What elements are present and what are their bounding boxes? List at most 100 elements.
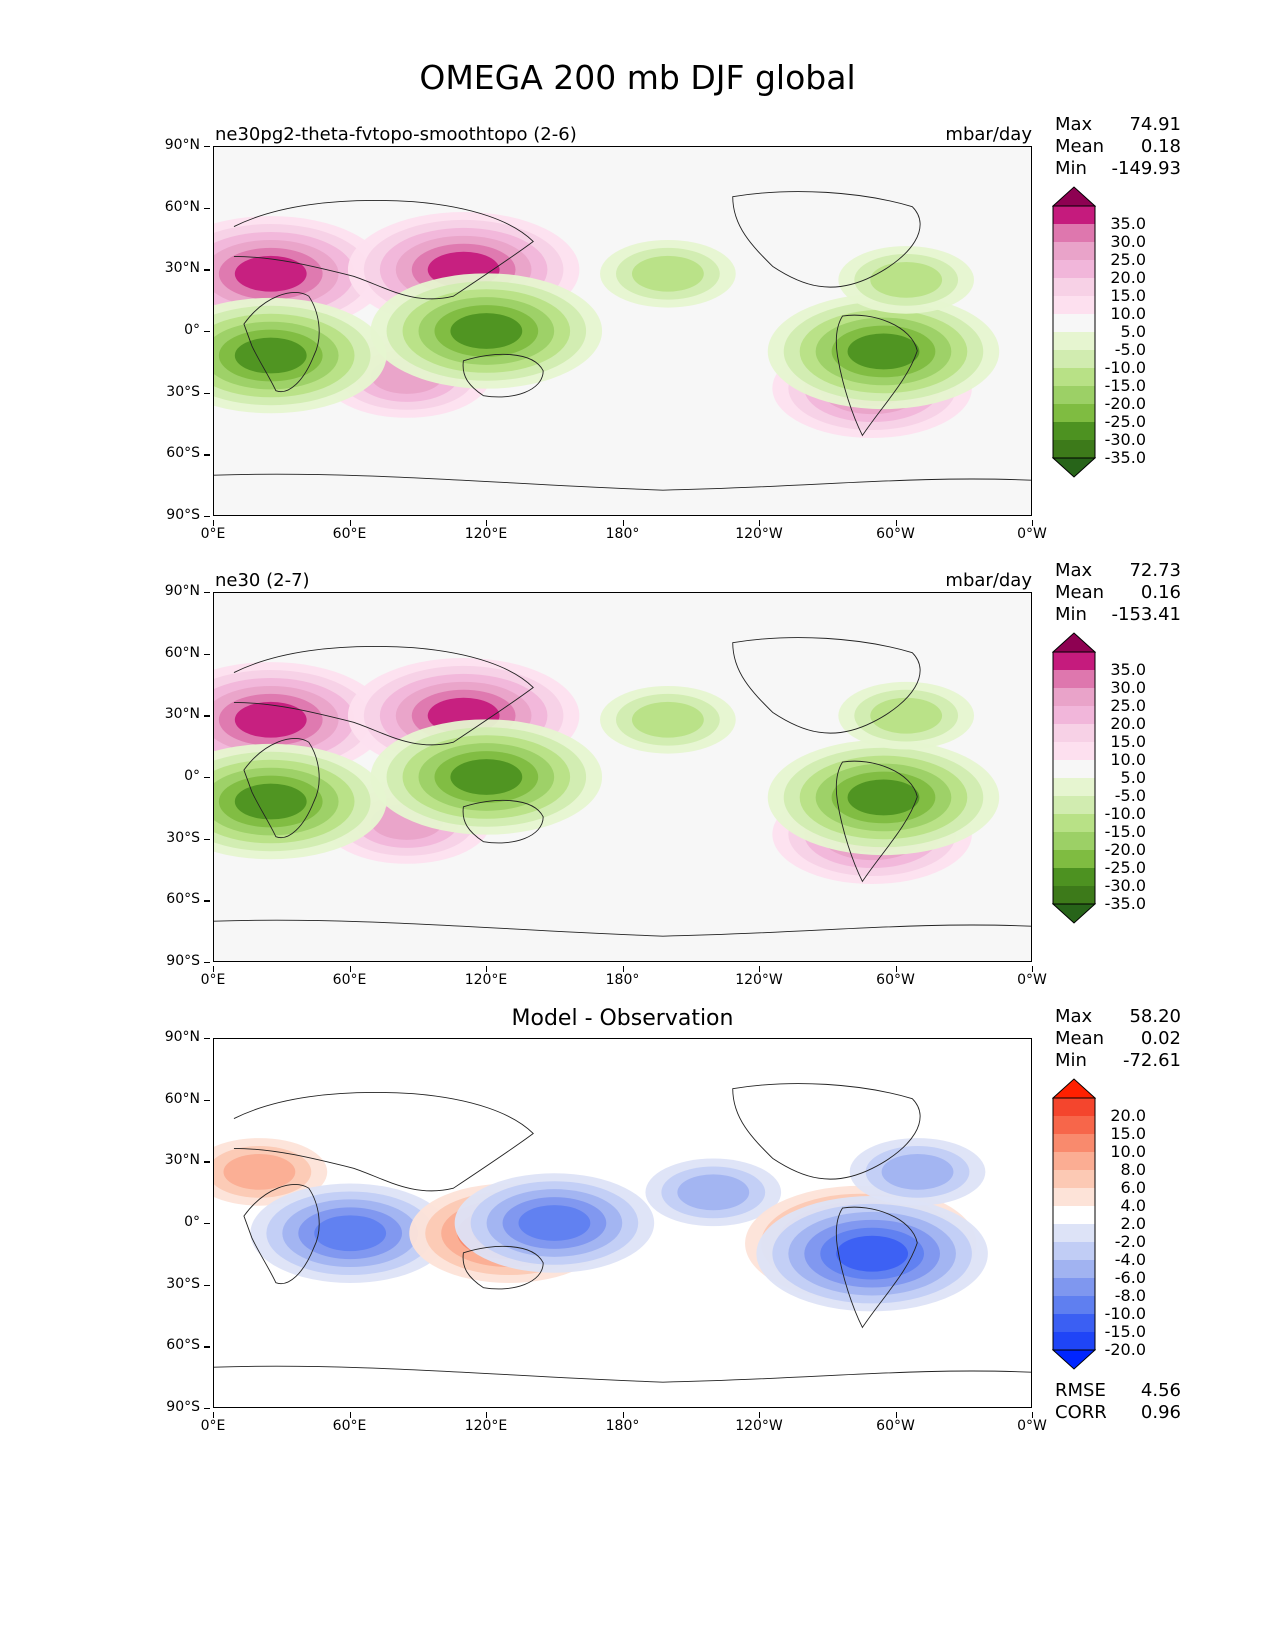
colorbar-tick-label: 25.0: [1110, 696, 1146, 715]
colorbar-tick-label: 30.0: [1110, 232, 1146, 251]
coastline: [233, 200, 534, 300]
x-tick-label: 60°W: [866, 966, 926, 988]
colorbar-segment: [1053, 386, 1095, 405]
y-tick-label: 30°N: [140, 1152, 210, 1168]
map-panel-2: ne30 (2-7) mbar/day 90°N 60°N 30°N 0° 30°S 60°S…: [0, 560, 1275, 1030]
colorbar-segment: [1053, 1116, 1095, 1135]
stat-row: Min -149.93: [1055, 158, 1181, 180]
stat-value: 0.96: [1140, 1402, 1181, 1423]
y-tick-label: 90°N: [140, 137, 210, 153]
colorbar-extend-max: [1052, 186, 1096, 207]
units-label: mbar/day: [945, 124, 1032, 145]
colorbar-labels: 35.0 30.0 25.0 20.0 15.0 10.0 5.0 -5.0 -10.0 -15.…: [1100, 661, 1146, 913]
colorbar-segment: [1053, 368, 1095, 387]
field-contour: [223, 1153, 296, 1190]
colorbar-segment: [1053, 1134, 1095, 1153]
field-contour: [450, 313, 523, 349]
colorbar-segment: [1053, 1206, 1095, 1225]
colorbar-tick-label: 2.0: [1120, 1214, 1146, 1233]
colorbar-segment: [1053, 440, 1095, 459]
colorbar-tick-label: -10.0: [1104, 804, 1146, 823]
stat-value: 4.56: [1140, 1380, 1181, 1401]
colorbar-segment: [1053, 224, 1095, 243]
stat-value: -149.93: [1111, 158, 1181, 179]
coastline: [835, 1206, 918, 1329]
colorbar-frame: [1052, 1097, 1096, 1351]
y-tick-label: 30°S: [140, 830, 210, 846]
colorbar-segment: [1053, 404, 1095, 423]
coastline: [243, 738, 320, 839]
x-tick-label: 60°W: [866, 520, 926, 542]
field-contour: [631, 701, 704, 738]
field-contour: [847, 779, 920, 816]
stat-row: Min -72.61: [1055, 1050, 1181, 1072]
x-tick-label: 120°E: [456, 520, 516, 542]
x-tick-label: 120°W: [729, 966, 789, 988]
stat-value: 0.02: [1140, 1028, 1181, 1049]
colorbar-frame: [1052, 205, 1096, 459]
error-stats: RMSE 4.56 CORR 0.96: [1055, 1380, 1181, 1424]
stat-label: Max: [1055, 114, 1093, 135]
colorbar: [1052, 186, 1096, 478]
colorbar-segment: [1053, 742, 1095, 761]
colorbar-tick-label: -6.0: [1114, 1268, 1146, 1287]
colorbar-extend-max: [1052, 1078, 1096, 1099]
colorbar-tick-label: -30.0: [1104, 430, 1146, 449]
coastline: [732, 191, 921, 288]
colorbar-tick-label: -5.0: [1114, 786, 1146, 805]
colorbar-tick-label: 10.0: [1110, 304, 1146, 323]
colorbar-tick-label: -2.0: [1114, 1232, 1146, 1251]
summary-stats: Max 74.91 Mean 0.18 Min -149.93: [1055, 114, 1181, 180]
field-contour: [234, 783, 307, 820]
panel-title: ne30pg2-theta-fvtopo-smoothtopo (2-6): [215, 124, 577, 145]
stat-row: Max 74.91: [1055, 114, 1181, 136]
colorbar-extend-min: [1052, 903, 1096, 924]
stat-row: Max 58.20: [1055, 1006, 1181, 1028]
y-tick-label: 90°N: [140, 583, 210, 599]
stat-label: Mean: [1055, 582, 1105, 603]
colorbar-tick-label: 4.0: [1120, 1196, 1146, 1215]
colorbar-segment: [1053, 296, 1095, 315]
coastline: [214, 919, 1031, 937]
colorbar-tick-label: 10.0: [1110, 750, 1146, 769]
stat-row: Mean 0.02: [1055, 1028, 1181, 1050]
colorbar-tick-label: 35.0: [1110, 660, 1146, 679]
y-tick-label: 30°S: [140, 1276, 210, 1292]
colorbar-segment: [1053, 278, 1095, 297]
colorbar-segment: [1053, 796, 1095, 815]
y-tick-label: 30°S: [140, 384, 210, 400]
colorbar-tick-label: 10.0: [1110, 1142, 1146, 1161]
colorbar-tick-label: 5.0: [1120, 322, 1146, 341]
colorbar-labels: 20.0 15.0 10.0 8.0 6.0 4.0 2.0 -2.0 -4.0 -6.0 -8.0…: [1100, 1107, 1146, 1359]
x-tick-label: 0°E: [183, 520, 243, 542]
colorbar-tick-label: 15.0: [1110, 286, 1146, 305]
y-tick-label: 60°S: [140, 891, 210, 907]
x-tick-label: 0°W: [1002, 966, 1062, 988]
stat-label: Max: [1055, 1006, 1093, 1027]
x-tick-label: 60°E: [320, 966, 380, 988]
colorbar-segment: [1053, 706, 1095, 725]
colorbar-tick-label: 20.0: [1110, 714, 1146, 733]
stat-row: Max 72.73: [1055, 560, 1181, 582]
colorbar-segment: [1053, 260, 1095, 279]
field-contour: [870, 261, 943, 298]
colorbar-extend-min: [1052, 1349, 1096, 1370]
colorbar-segment: [1053, 814, 1095, 833]
field-contour: [234, 255, 307, 292]
colorbar-segment: [1053, 832, 1095, 851]
contour-map: [213, 146, 1032, 516]
units-label: mbar/day: [945, 570, 1032, 591]
x-tick-label: 0°W: [1002, 520, 1062, 542]
field-contour: [631, 255, 704, 292]
colorbar-tick-label: 15.0: [1110, 1124, 1146, 1143]
colorbar-segment: [1053, 670, 1095, 689]
colorbar-segment: [1053, 314, 1095, 333]
colorbar-tick-label: -15.0: [1104, 376, 1146, 395]
colorbar-segment: [1053, 242, 1095, 261]
colorbar-segment: [1053, 1170, 1095, 1189]
coastline: [214, 1365, 1031, 1383]
colorbar-tick-label: -10.0: [1104, 1304, 1146, 1323]
colorbar-segment: [1053, 1098, 1095, 1117]
figure-title: OMEGA 200 mb DJF global: [419, 58, 856, 97]
x-tick-label: 0°E: [183, 1412, 243, 1434]
